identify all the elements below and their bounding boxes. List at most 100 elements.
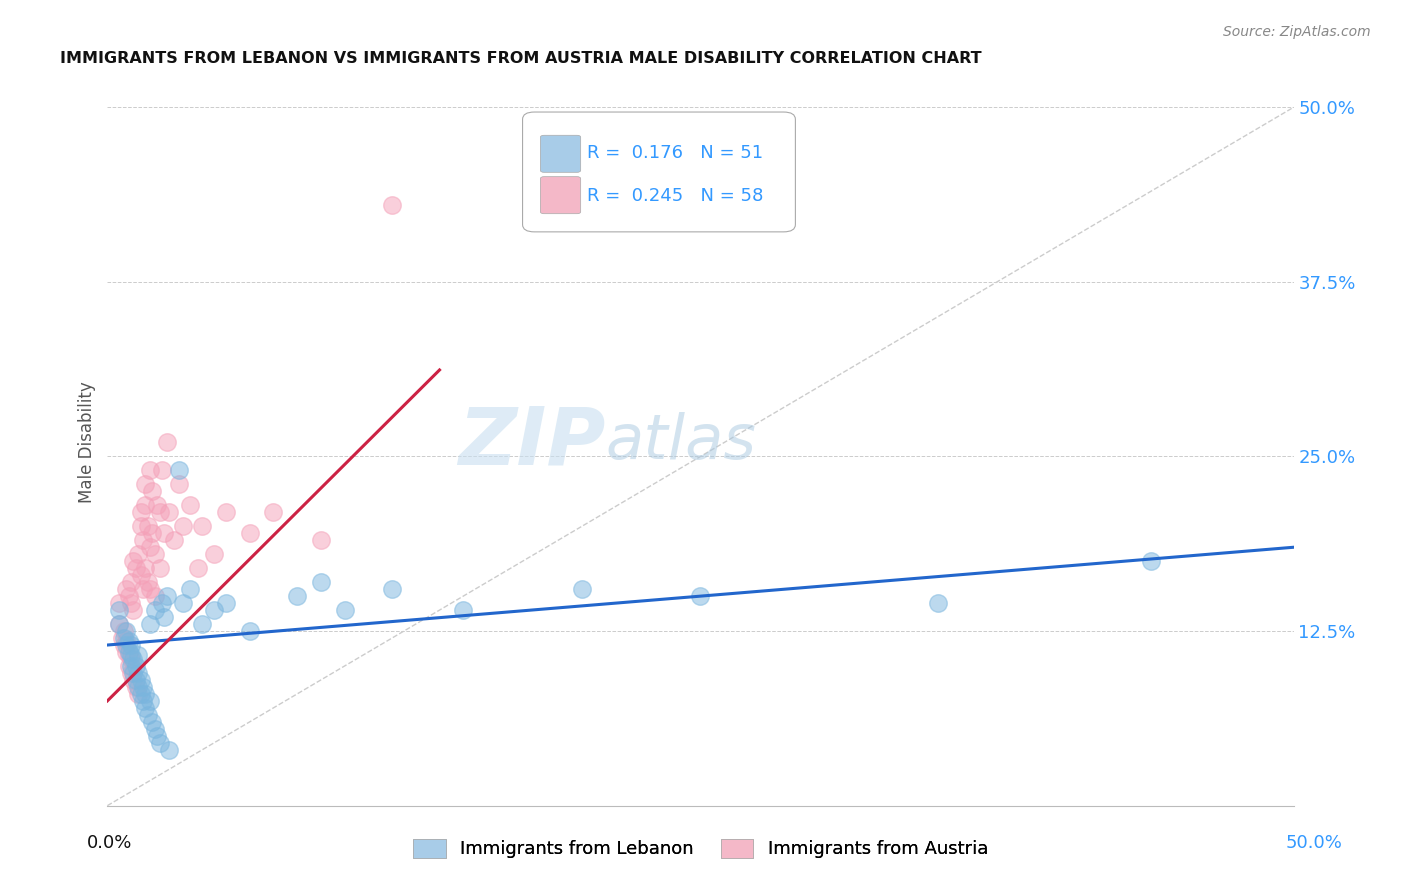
Point xyxy=(191,617,214,632)
Point xyxy=(132,680,155,694)
Point xyxy=(120,638,142,652)
Point xyxy=(134,561,156,575)
Point xyxy=(118,633,141,648)
Point xyxy=(139,617,162,632)
Point xyxy=(141,484,163,499)
Point xyxy=(122,673,145,687)
Point xyxy=(571,582,593,596)
Point xyxy=(150,463,173,477)
Point xyxy=(143,722,166,736)
Point xyxy=(215,505,238,519)
Point xyxy=(112,631,135,645)
Point xyxy=(125,561,148,575)
Point xyxy=(136,519,159,533)
Point xyxy=(118,659,141,673)
Point xyxy=(127,547,149,561)
Y-axis label: Male Disability: Male Disability xyxy=(79,382,96,503)
FancyBboxPatch shape xyxy=(523,112,796,232)
Point xyxy=(191,519,214,533)
Text: 0.0%: 0.0% xyxy=(87,834,132,852)
Point xyxy=(139,463,162,477)
Point xyxy=(120,575,142,590)
Point xyxy=(148,561,170,575)
Point xyxy=(127,680,149,694)
Point xyxy=(129,568,152,582)
Point xyxy=(167,477,190,491)
Point xyxy=(129,687,152,701)
Point xyxy=(927,596,949,610)
Point xyxy=(146,729,169,743)
Point xyxy=(163,533,186,548)
Point xyxy=(139,541,162,555)
Point xyxy=(1140,554,1163,568)
Point xyxy=(115,582,138,596)
Point xyxy=(134,701,156,715)
Point xyxy=(143,589,166,603)
Point xyxy=(202,603,225,617)
Point xyxy=(167,463,190,477)
Point xyxy=(108,617,131,632)
Point xyxy=(110,631,132,645)
Point xyxy=(115,633,138,648)
Point xyxy=(309,575,332,590)
Point xyxy=(239,526,262,541)
Text: 50.0%: 50.0% xyxy=(1286,834,1343,852)
Text: R =  0.245   N = 58: R = 0.245 N = 58 xyxy=(586,186,763,204)
Point xyxy=(451,603,474,617)
Point xyxy=(134,687,156,701)
Point xyxy=(125,673,148,687)
Text: IMMIGRANTS FROM LEBANON VS IMMIGRANTS FROM AUSTRIA MALE DISABILITY CORRELATION C: IMMIGRANTS FROM LEBANON VS IMMIGRANTS FR… xyxy=(60,51,981,66)
Point xyxy=(120,648,142,662)
Point xyxy=(134,477,156,491)
Point xyxy=(689,589,711,603)
Point xyxy=(118,645,141,659)
Point xyxy=(381,198,404,212)
Point xyxy=(115,624,138,638)
Text: atlas: atlas xyxy=(606,412,756,473)
Point xyxy=(215,596,238,610)
Point xyxy=(125,659,148,673)
Point xyxy=(129,505,152,519)
Point xyxy=(333,603,356,617)
Point xyxy=(132,694,155,708)
Point xyxy=(108,617,131,632)
Point xyxy=(136,707,159,722)
Point xyxy=(118,648,141,662)
Point xyxy=(108,596,131,610)
Point xyxy=(153,526,176,541)
Text: Source: ZipAtlas.com: Source: ZipAtlas.com xyxy=(1223,25,1371,39)
Point xyxy=(120,652,142,666)
Point xyxy=(172,519,194,533)
Point xyxy=(150,596,173,610)
Point xyxy=(157,743,180,757)
Point xyxy=(122,665,145,680)
Point xyxy=(309,533,332,548)
Point xyxy=(129,673,152,687)
Point xyxy=(179,582,201,596)
Point xyxy=(127,665,149,680)
Point xyxy=(125,680,148,694)
Point xyxy=(381,582,404,596)
Point xyxy=(120,665,142,680)
Point xyxy=(262,505,284,519)
Point xyxy=(120,596,142,610)
Point xyxy=(127,648,149,662)
FancyBboxPatch shape xyxy=(540,136,581,172)
Point xyxy=(141,714,163,729)
Point xyxy=(141,526,163,541)
Point xyxy=(139,582,162,596)
Point xyxy=(186,561,208,575)
Point xyxy=(202,547,225,561)
Point xyxy=(157,505,180,519)
Point xyxy=(115,645,138,659)
Text: ZIP: ZIP xyxy=(458,403,606,482)
Point xyxy=(156,435,179,450)
Point xyxy=(108,603,131,617)
Point xyxy=(146,499,169,513)
Point xyxy=(134,499,156,513)
Point xyxy=(148,505,170,519)
Point xyxy=(239,624,262,638)
Point xyxy=(115,638,138,652)
Point xyxy=(148,736,170,750)
Point xyxy=(143,603,166,617)
